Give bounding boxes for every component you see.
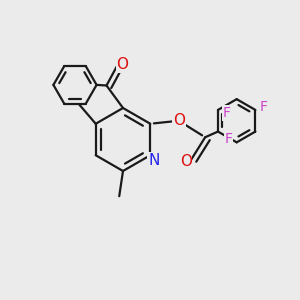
Text: O: O — [173, 113, 185, 128]
Text: F: F — [222, 106, 230, 120]
Text: F: F — [224, 132, 232, 146]
Text: O: O — [180, 154, 192, 169]
Text: O: O — [116, 57, 128, 72]
Text: F: F — [260, 100, 268, 114]
Text: N: N — [148, 153, 160, 168]
